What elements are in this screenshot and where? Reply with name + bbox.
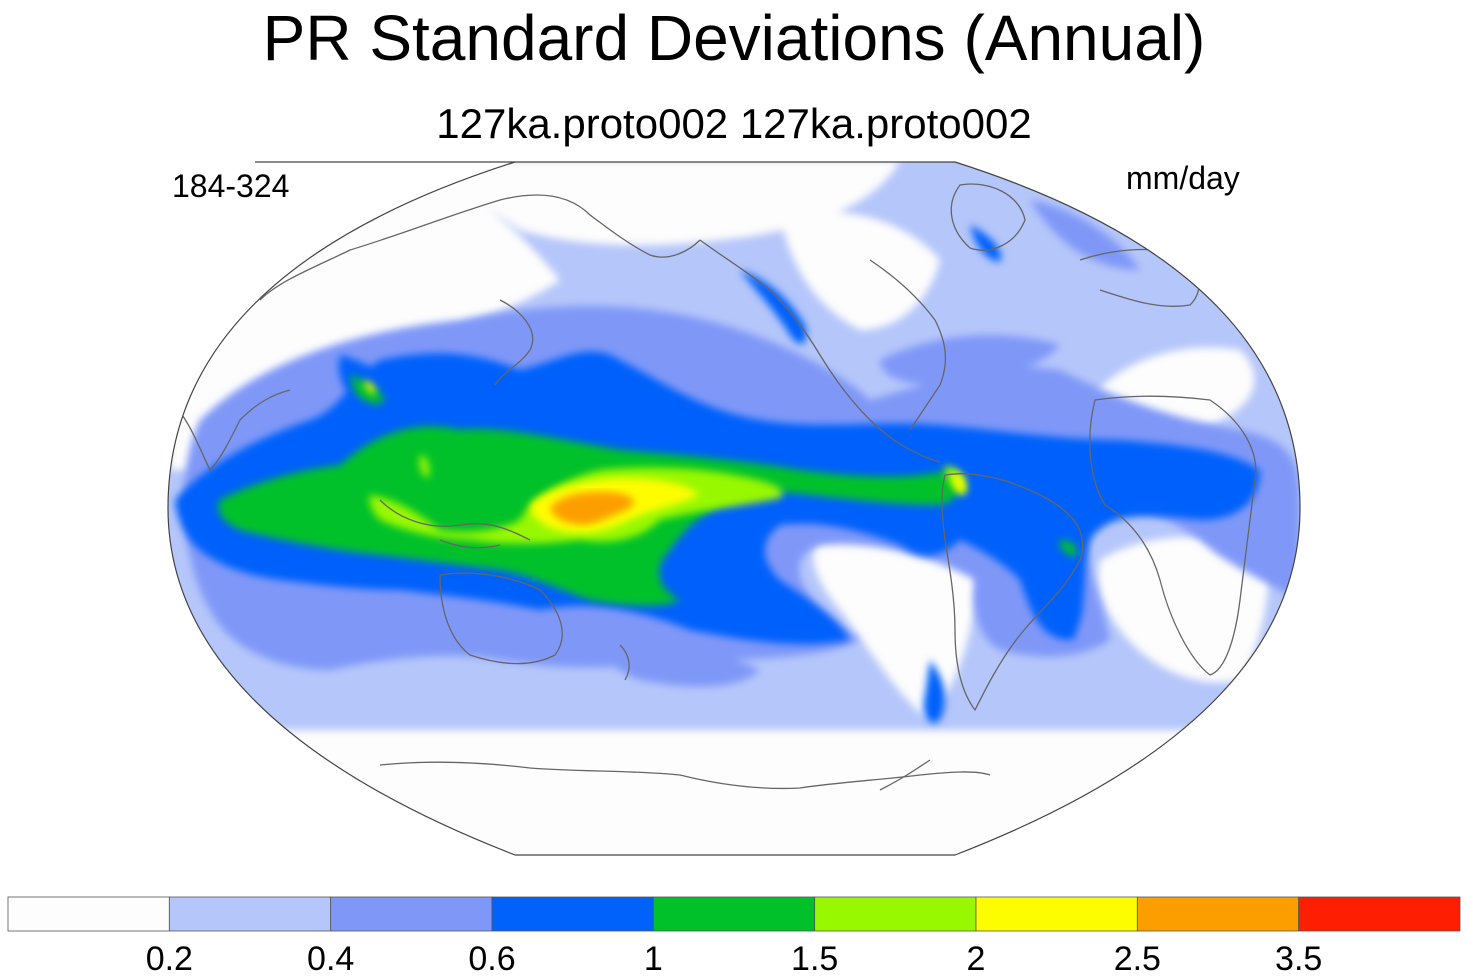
precipitation-field — [168, 162, 1300, 855]
coast-maritime-continent — [379, 499, 531, 549]
world-map — [167, 161, 1301, 856]
field-2-5-to-3-5 — [550, 491, 634, 525]
colorbar: 0.2 0.4 0.6 1 1.5 2 2.5 3.5 — [7, 896, 1461, 978]
coast-india-southeast-asia — [169, 389, 291, 471]
colorbar-swatch — [1298, 896, 1461, 932]
colorbar-swatch — [652, 896, 816, 932]
colorbar-tick-label: 0.6 — [468, 940, 515, 978]
coast-japan-kamchatka — [494, 299, 534, 386]
colorbar-tick-label: 0.2 — [146, 940, 193, 978]
colorbar-tick-label: 3.5 — [1275, 940, 1322, 978]
colorbar-swatch — [7, 896, 170, 932]
colorbar-swatch — [168, 896, 332, 932]
colorbar-swatch — [814, 896, 977, 932]
period-label: 184-324 — [172, 168, 290, 204]
colorbar-swatch — [1136, 896, 1300, 932]
colorbar-tick-label: 1 — [644, 940, 663, 978]
colorbar-tick-label: 0.4 — [307, 940, 354, 978]
colorbar-tick-labels: 0.2 0.4 0.6 1 1.5 2 2.5 3.5 — [146, 940, 1323, 978]
colorbar-tick-label: 1.5 — [791, 940, 838, 978]
colorbar-tick-label: 2.5 — [1114, 940, 1161, 978]
coast-antarctic-peninsula — [879, 759, 931, 791]
coast-south-america — [941, 473, 1084, 711]
coast-new-zealand — [619, 644, 630, 681]
colorbar-swatch — [330, 896, 493, 932]
coast-africa — [1089, 395, 1257, 676]
coastlines — [169, 183, 1257, 791]
coast-asia-north — [259, 194, 701, 301]
coast-north-america-west — [699, 239, 941, 463]
coast-greenland — [950, 183, 1026, 251]
coast-antarctica — [379, 761, 991, 790]
coast-australia — [439, 572, 563, 665]
colorbar-swatch — [975, 896, 1138, 932]
plot-title: PR Standard Deviations (Annual) — [262, 2, 1206, 74]
units-label: mm/day — [1126, 160, 1240, 196]
colorbar-swatch — [491, 896, 654, 932]
colorbar-tick-label: 2 — [967, 940, 986, 978]
colorbar-swatches — [7, 896, 1461, 932]
plot-subtitle: 127ka.proto002 127ka.proto002 — [436, 100, 1032, 147]
coast-north-america-east — [869, 259, 947, 431]
globe-outline — [167, 161, 1301, 856]
